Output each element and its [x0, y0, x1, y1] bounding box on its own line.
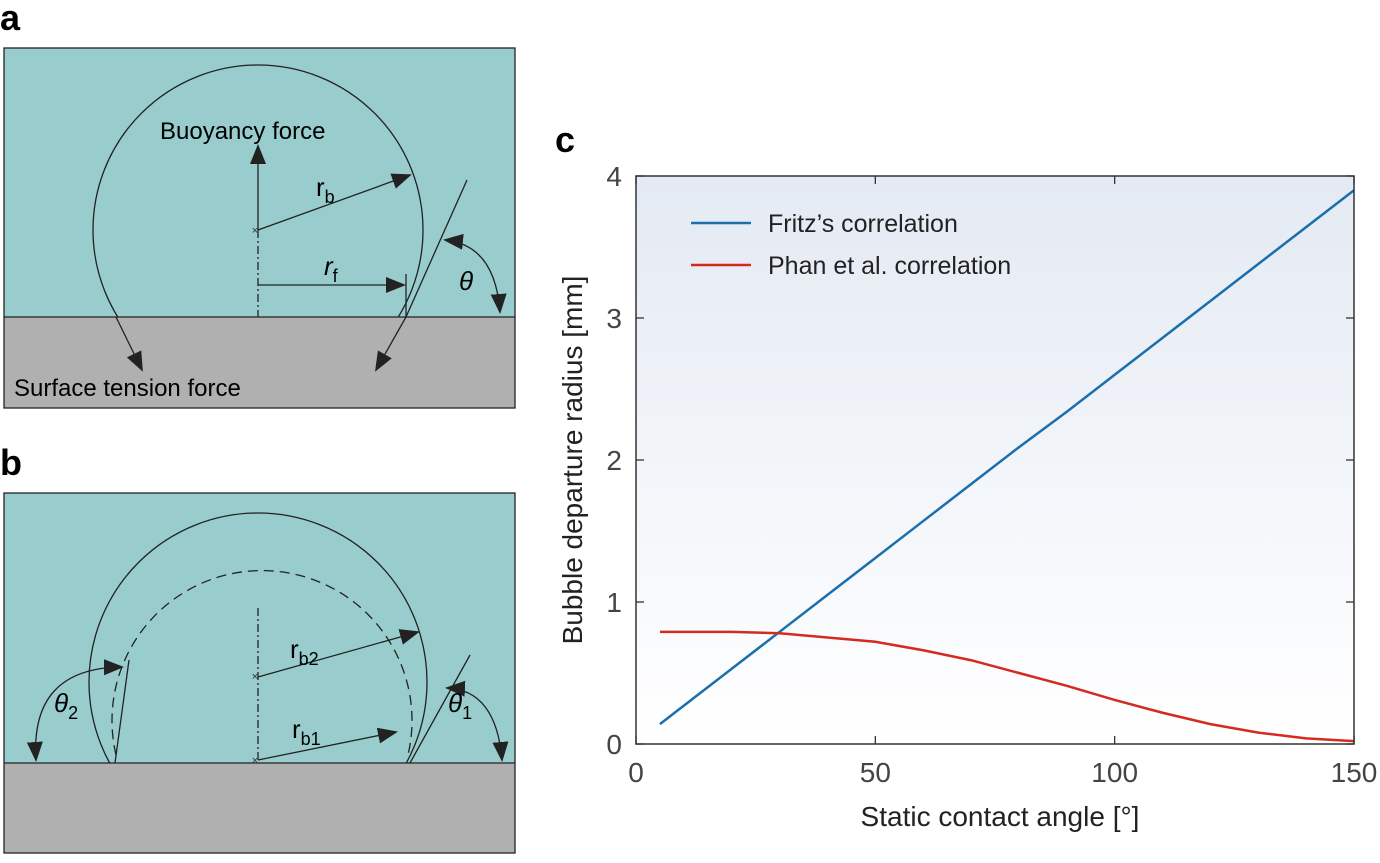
- x-tick-label: 100: [1091, 757, 1138, 788]
- panel-label: a: [0, 0, 21, 38]
- label: θ2: [54, 688, 78, 723]
- label: rb2: [290, 634, 319, 669]
- panel-label: b: [0, 442, 22, 483]
- x-axis-label: Static contact angle [°]: [861, 801, 1140, 832]
- symbol: r: [292, 714, 301, 744]
- x-tick-label: 50: [860, 757, 891, 788]
- label: Buoyancy force: [160, 118, 325, 145]
- label: Surface tension force: [14, 375, 241, 402]
- label: θ1: [448, 688, 472, 723]
- svg-text:×: ×: [252, 225, 258, 237]
- y-tick-label: 3: [606, 303, 622, 334]
- y-tick-label: 1: [606, 587, 622, 618]
- plot-frame: [635, 175, 1355, 745]
- legend-label: Phan et al. correlation: [768, 252, 1011, 280]
- subscript: f: [333, 266, 339, 286]
- y-tick-label: 2: [606, 445, 622, 476]
- svg-text:×: ×: [252, 755, 258, 767]
- subscript: 2: [68, 703, 78, 723]
- y-tick-label: 0: [606, 729, 622, 760]
- diagram-b: × × rb2 rb1 θ1 θ2: [3, 492, 516, 854]
- symbol: r: [290, 634, 299, 664]
- chart: Static contact angle [°] Bubble departur…: [557, 161, 1377, 832]
- subscript: b: [325, 187, 335, 207]
- label: rb: [316, 172, 335, 207]
- line-series: [659, 630, 1355, 743]
- label: rb1: [292, 714, 321, 749]
- line-series: [659, 189, 1355, 726]
- label: θ: [459, 266, 473, 296]
- y-axis-label: Bubble departure radius [mm]: [557, 276, 588, 645]
- diagram-a: × Buoyancy force Surface tension force r…: [3, 47, 516, 409]
- label: rf: [324, 251, 339, 286]
- symbol: θ: [54, 688, 68, 718]
- subscript: b2: [299, 649, 319, 669]
- subscript: b1: [301, 729, 321, 749]
- x-tick-label: 150: [1331, 757, 1378, 788]
- subscript: 1: [462, 703, 472, 723]
- svg-text:×: ×: [252, 671, 258, 683]
- panel-label: c: [555, 119, 575, 160]
- symbol: r: [324, 251, 334, 281]
- symbol: θ: [448, 688, 462, 718]
- legend-label: Fritz’s correlation: [768, 210, 958, 238]
- y-tick-label: 4: [606, 161, 622, 192]
- symbol: r: [316, 172, 325, 202]
- x-tick-label: 0: [628, 757, 644, 788]
